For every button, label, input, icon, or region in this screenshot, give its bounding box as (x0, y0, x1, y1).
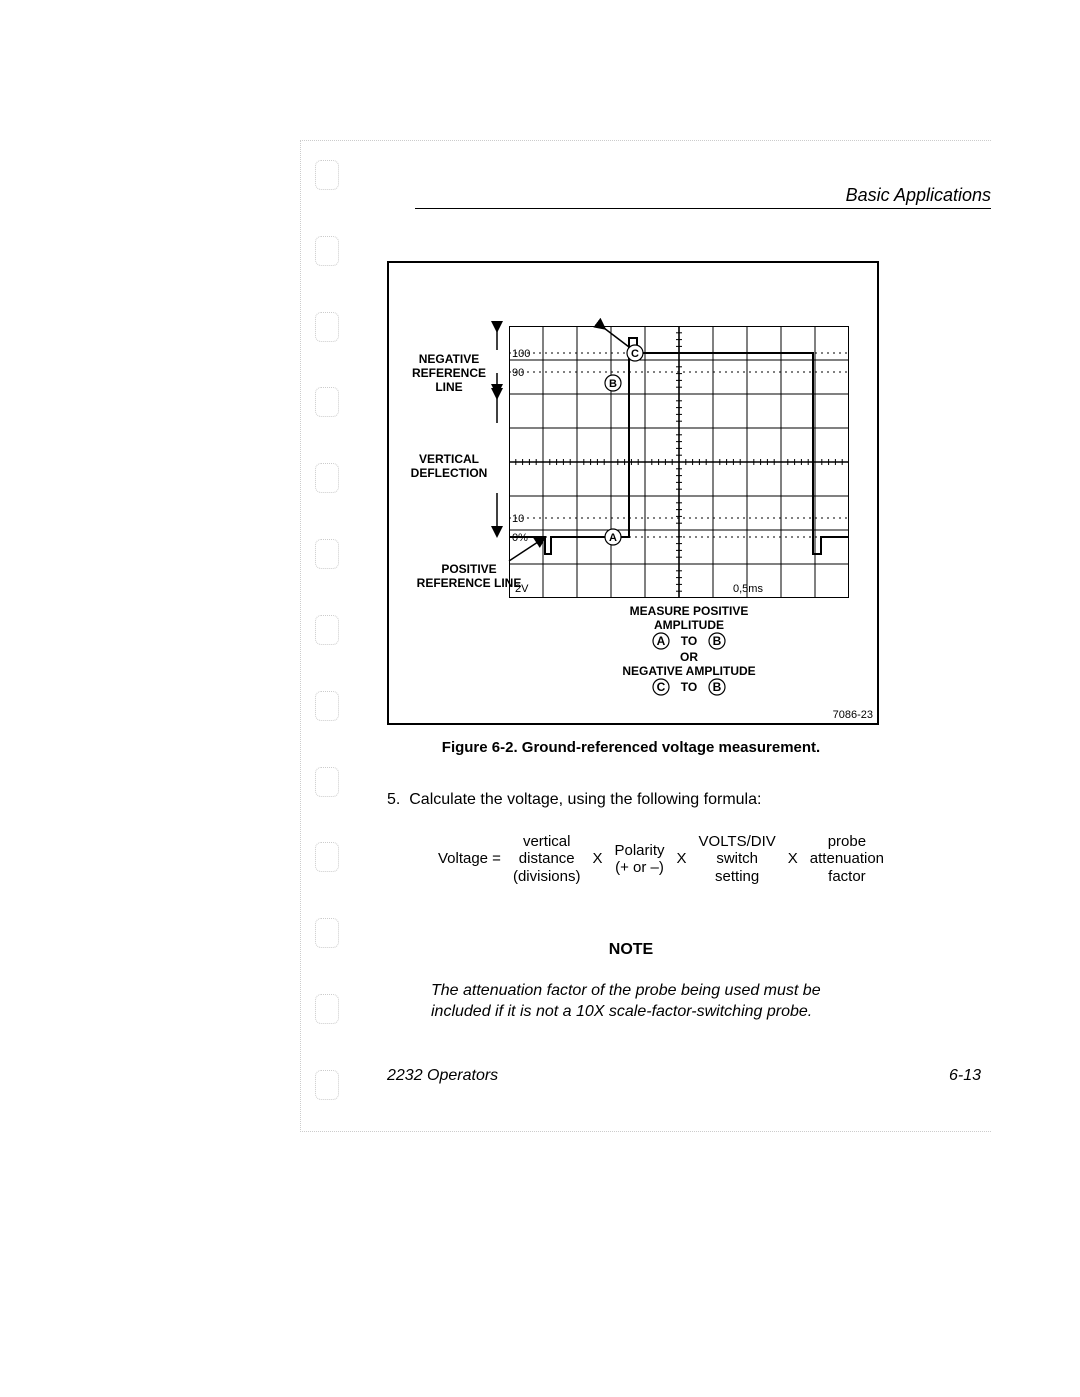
label-neg-ref-1: NEGATIVE (419, 352, 479, 366)
label-neg-ref-2: REFERENCE (412, 366, 486, 380)
label-vert-defl-2: DEFLECTION (411, 466, 488, 480)
page-header: Basic Applications (415, 185, 991, 209)
measure-b: B (713, 634, 722, 648)
label-neg-ref-3: LINE (435, 380, 462, 394)
footer-left: 2232 Operators (387, 1067, 498, 1085)
voltage-formula: Voltage = vertical distance (divisions) … (421, 833, 901, 885)
formula-t2a: Polarity (614, 842, 664, 859)
label-pos-ref-1: POSITIVE (441, 562, 496, 576)
measure-line-5: NEGATIVE AMPLITUDE (622, 664, 755, 678)
measure-to-1: TO (681, 634, 697, 648)
label-pos-ref-2: REFERENCE LINE (417, 576, 522, 590)
measure-c: C (657, 680, 666, 694)
formula-t1a: vertical (513, 833, 581, 850)
label-vert-defl-1: VERTICAL (419, 452, 479, 466)
formula-lhs: Voltage = (432, 833, 507, 885)
note-heading: NOTE (387, 941, 875, 959)
step-number: 5. (387, 791, 400, 808)
figure-annotations: NEGATIVE REFERENCE LINE VERTICAL DEFLECT… (389, 263, 877, 723)
formula-t4c: factor (810, 868, 884, 885)
step-5: 5. Calculate the voltage, using the foll… (387, 791, 887, 809)
note-body: The attenuation factor of the probe bein… (431, 981, 871, 1023)
formula-t4b: attenuation (810, 850, 884, 867)
page: Basic Applications 7086-23 (300, 140, 991, 1132)
formula-t2b: (+ or –) (614, 859, 664, 876)
step-text: Calculate the voltage, using the followi… (409, 791, 761, 808)
header-title: Basic Applications (846, 185, 991, 205)
formula-x1: X (586, 833, 608, 885)
formula-x2: X (671, 833, 693, 885)
measure-a: A (657, 634, 666, 648)
measure-b2: B (713, 680, 722, 694)
formula-t3b: switch (699, 850, 776, 867)
measure-or: OR (680, 650, 698, 664)
footer-right: 6-13 (949, 1067, 981, 1085)
measure-to-2: TO (681, 680, 697, 694)
formula-t3c: setting (699, 868, 776, 885)
formula-x3: X (782, 833, 804, 885)
formula-t3a: VOLTS/DIV (699, 833, 776, 850)
figure-frame: 7086-23 (387, 261, 879, 725)
formula-t1b: distance (513, 850, 581, 867)
measure-line-1: MEASURE POSITIVE (630, 604, 749, 618)
figure-caption: Figure 6-2. Ground-referenced voltage me… (387, 739, 875, 756)
formula-t1c: (divisions) (513, 868, 581, 885)
measure-line-2: AMPLITUDE (654, 618, 724, 632)
formula-t4a: probe (810, 833, 884, 850)
